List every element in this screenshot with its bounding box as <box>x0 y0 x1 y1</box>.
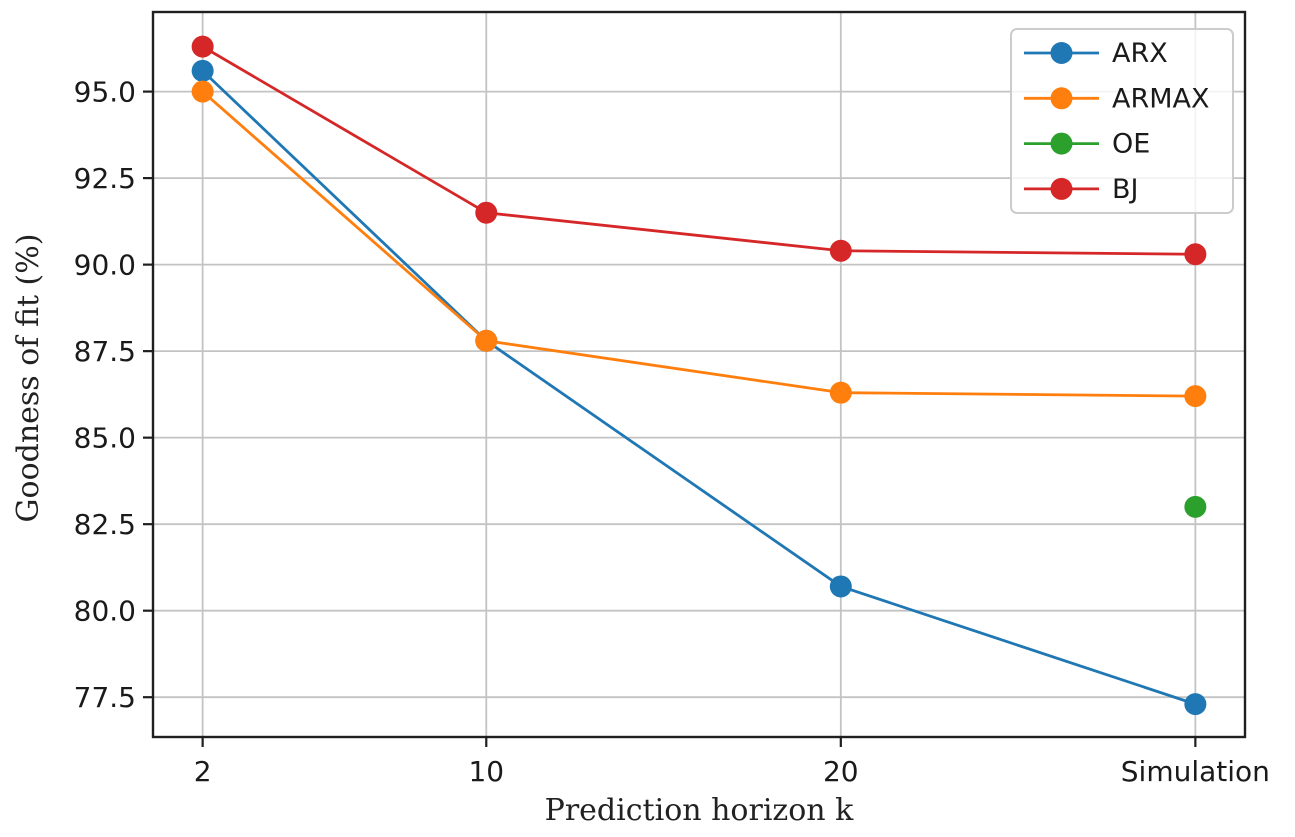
series-oe <box>1184 495 1207 518</box>
x-tick-label: Simulation <box>1121 755 1270 788</box>
y-tick-label: 87.5 <box>74 335 136 368</box>
data-point <box>475 329 498 352</box>
data-point <box>475 201 498 224</box>
data-point <box>1184 495 1207 518</box>
y-tick-label: 90.0 <box>74 249 136 282</box>
legend-label: ARX <box>1112 38 1168 69</box>
legend-label: ARMAX <box>1112 83 1210 114</box>
data-point <box>191 59 214 82</box>
data-point <box>191 35 214 58</box>
legend-entry-bj: BJ <box>1024 174 1139 205</box>
legend-entry-armax: ARMAX <box>1024 83 1210 114</box>
x-tick-label: 10 <box>468 755 504 788</box>
data-point <box>1184 693 1207 716</box>
data-point <box>1184 243 1207 266</box>
legend-entry-oe: OE <box>1024 129 1150 160</box>
series-line <box>201 90 1196 398</box>
data-point <box>829 575 852 598</box>
legend-box <box>1010 28 1234 214</box>
axis-tick-marks <box>143 90 1197 747</box>
y-tick-label: 85.0 <box>74 422 136 455</box>
x-tick-label: 2 <box>194 755 212 788</box>
series-armax <box>191 80 1207 408</box>
legend-marker <box>1050 177 1073 200</box>
legend: ARX ARMAX OE BJ <box>1010 28 1234 214</box>
legend-label: BJ <box>1112 174 1139 205</box>
series-line <box>201 69 1196 706</box>
y-tick-label: 92.5 <box>74 162 136 195</box>
y-tick-label: 82.5 <box>74 508 136 541</box>
x-tick-label: 20 <box>823 755 859 788</box>
y-axis-label: Goodness of fit (%) <box>11 234 46 523</box>
y-tick-label: 80.0 <box>74 595 136 628</box>
legend-entry-arx: ARX <box>1024 38 1168 69</box>
x-axis-label: Prediction horizon k <box>545 793 854 828</box>
legend-marker <box>1050 87 1073 110</box>
legend-marker <box>1050 132 1073 155</box>
plot-border <box>151 10 1247 739</box>
y-tick-labels: 77.5 80.0 82.5 85.0 87.5 90.0 92.5 95.0 <box>74 76 136 715</box>
legend-label: OE <box>1112 129 1150 160</box>
series-bj <box>191 35 1207 266</box>
legend-marker <box>1050 42 1073 64</box>
series-line <box>201 45 1196 256</box>
y-tick-label: 77.5 <box>74 681 136 714</box>
data-series <box>191 35 1207 716</box>
data-point <box>1184 385 1207 408</box>
data-point <box>191 80 214 103</box>
y-tick-label: 95.0 <box>74 76 136 109</box>
data-point <box>829 239 852 262</box>
x-tick-labels: 2 10 20 Simulation <box>194 755 1270 788</box>
data-point <box>829 381 852 404</box>
